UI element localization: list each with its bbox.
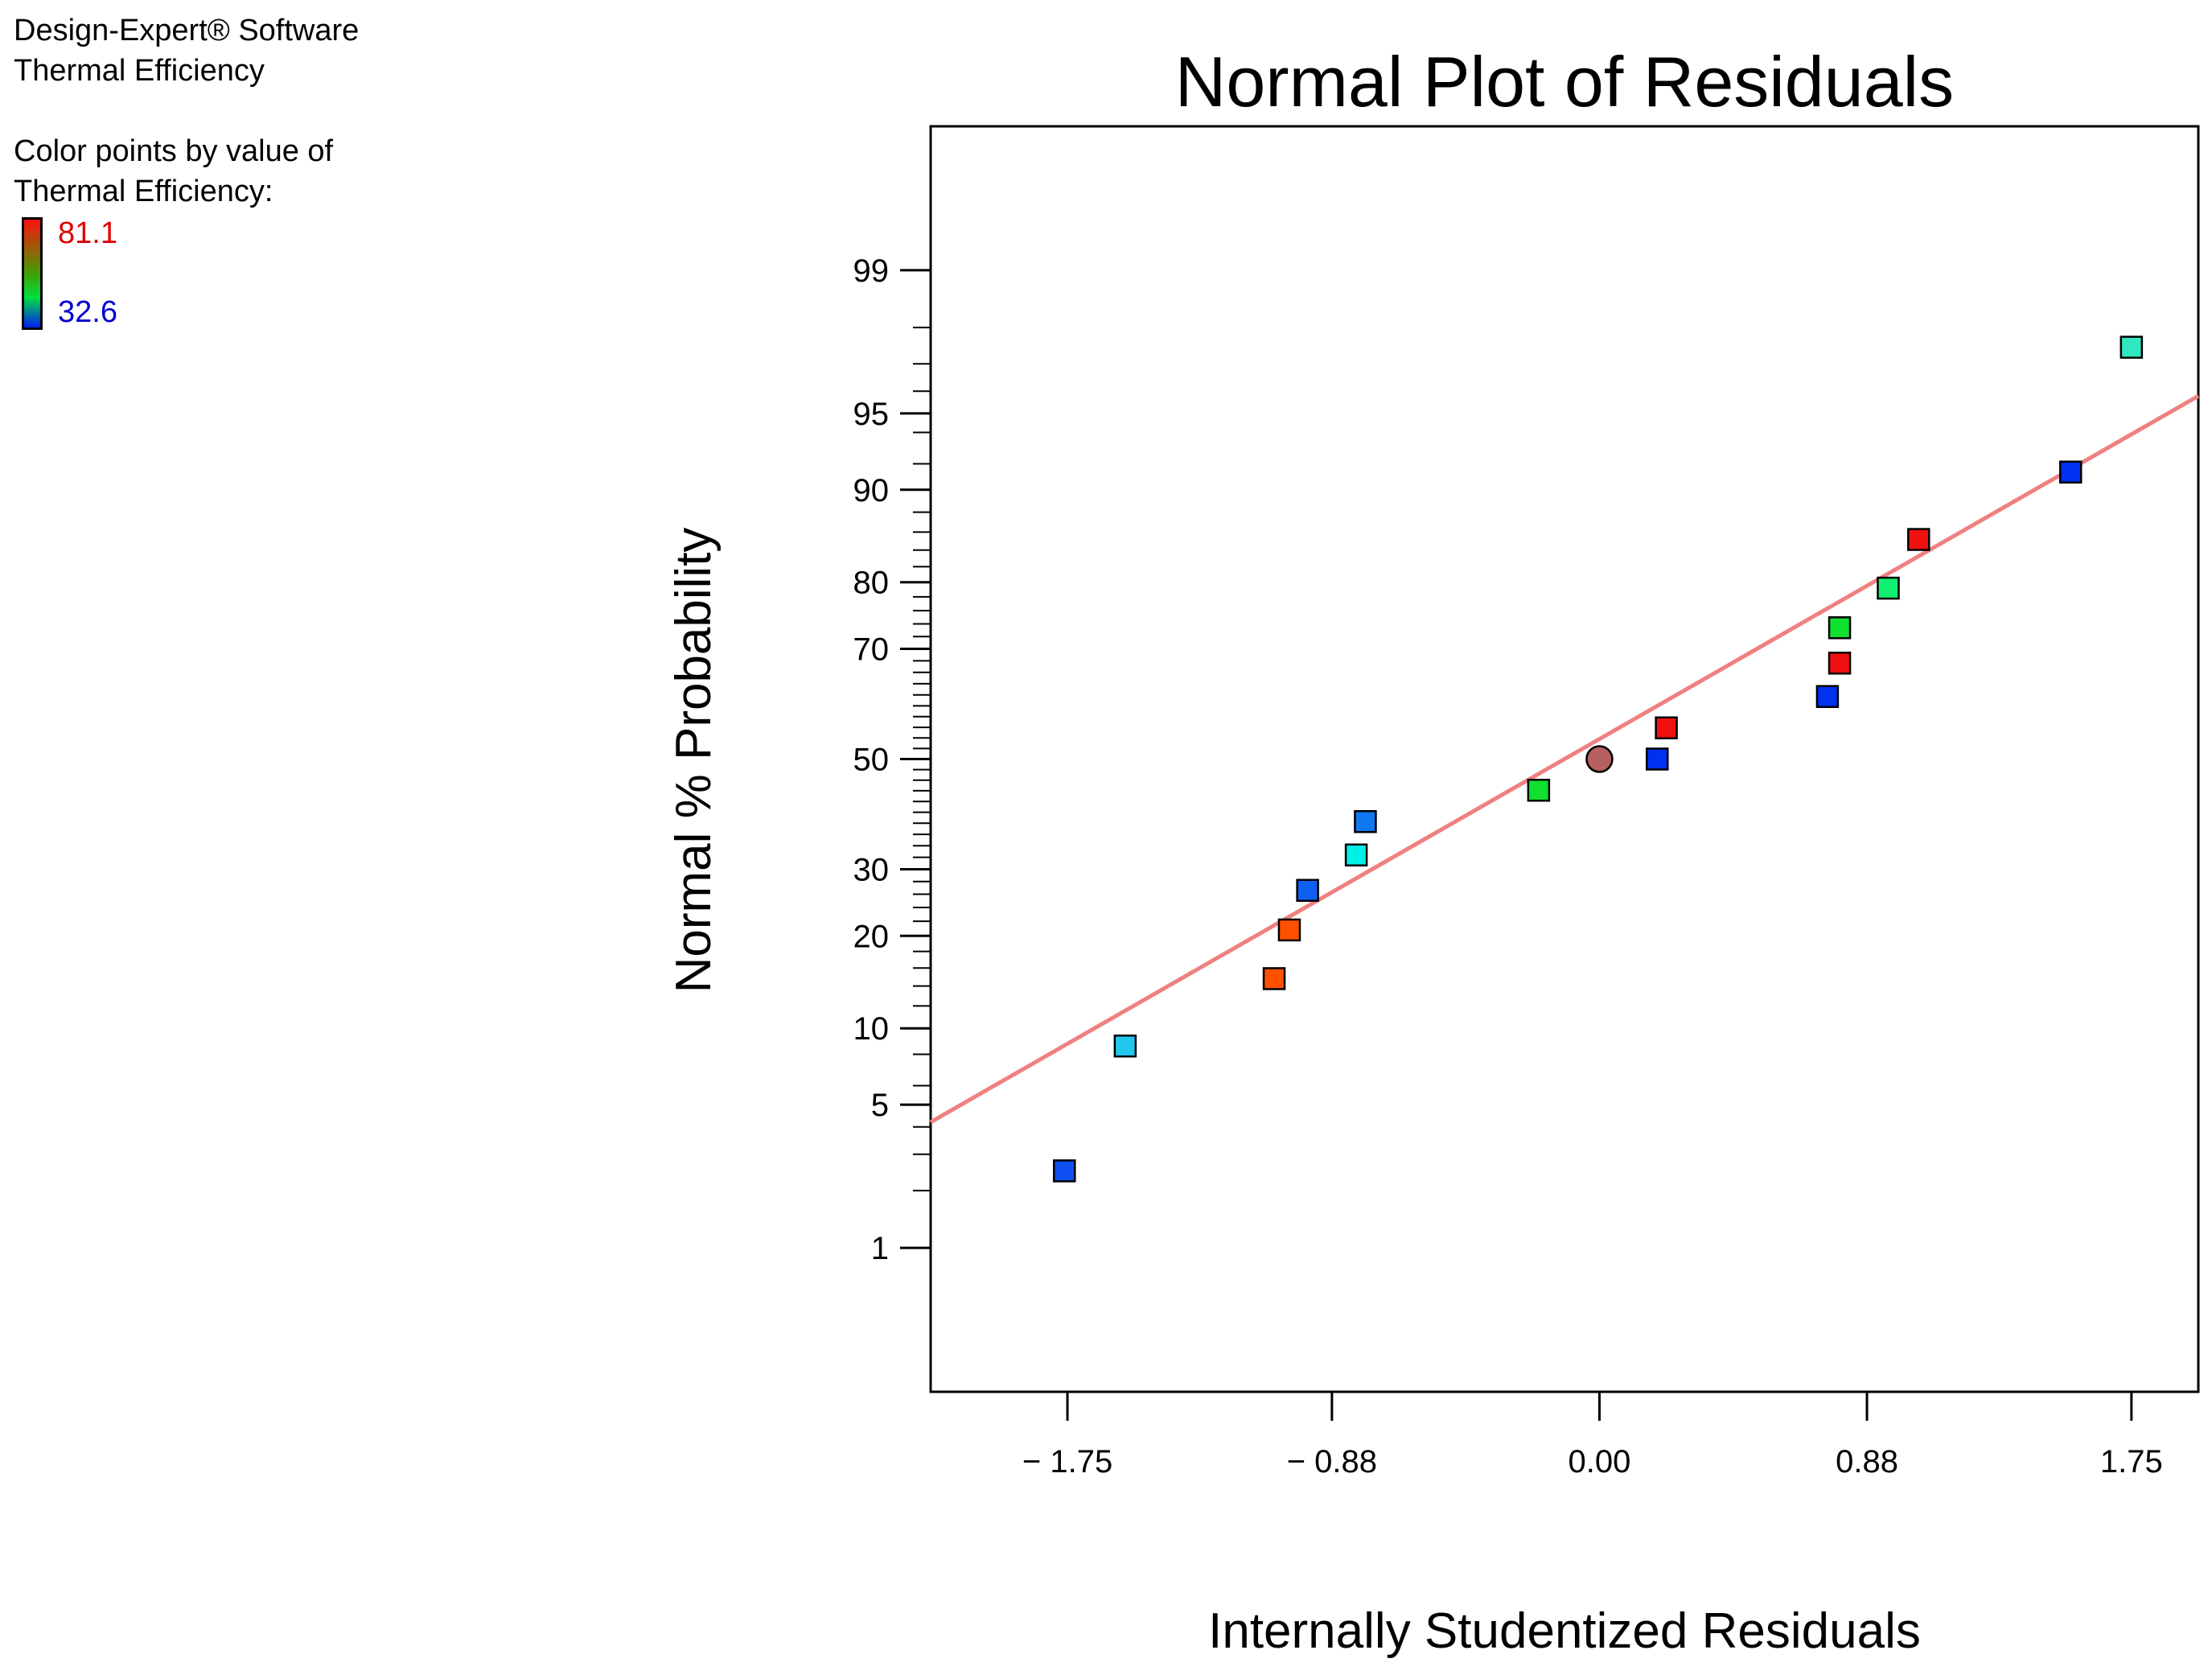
residual-point	[1527, 779, 1551, 802]
y-tick-label: 99	[853, 253, 890, 289]
color-scale-bar	[22, 217, 43, 330]
x-tick-label: 0.00	[1569, 1444, 1631, 1479]
residual-point	[2059, 460, 2082, 484]
y-tick-label: 50	[853, 743, 890, 778]
residual-point	[1646, 747, 1669, 771]
residual-point	[1877, 576, 1900, 600]
y-tick-label: 30	[853, 852, 890, 887]
x-axis: − 1.75 − 0.88 0.00 0.88 1.75	[1022, 1392, 2163, 1479]
x-tick-label: − 0.88	[1287, 1444, 1377, 1479]
x-axis-label: Internally Studentized Residuals	[1208, 1603, 1921, 1659]
y-tick-label: 20	[853, 919, 890, 954]
color-caption-line2: Thermal Efficiency:	[14, 175, 273, 208]
y-tick-label: 80	[853, 566, 890, 601]
residual-point	[1113, 1034, 1137, 1058]
response-name: Thermal Efficiency	[14, 54, 265, 88]
software-name: Design-Expert® Software	[14, 14, 360, 47]
residual-point	[1828, 616, 1852, 640]
residual-point	[1262, 967, 1286, 990]
y-tick-label: 1	[871, 1231, 889, 1266]
y-tick-label: 95	[853, 397, 890, 432]
residual-point	[1344, 843, 1368, 866]
residual-point	[1655, 716, 1678, 739]
fit-line	[929, 394, 2200, 1124]
y-tick-label: 10	[853, 1011, 890, 1047]
residual-point	[1907, 528, 1930, 551]
x-tick-label: 0.88	[1836, 1444, 1898, 1479]
y-tick-label: 70	[853, 632, 890, 668]
center-point	[1585, 745, 1614, 773]
y-tick-label: 90	[853, 473, 890, 508]
x-tick-label: 1.75	[2100, 1444, 2163, 1479]
y-axis: 1 5 10 20 30 50 70 80 90 95 99	[853, 253, 931, 1266]
color-scale-min: 32.6	[58, 295, 117, 329]
color-scale-max: 81.1	[58, 216, 117, 250]
y-minor-ticks	[913, 327, 931, 1191]
x-tick-label: − 1.75	[1022, 1444, 1112, 1479]
residual-point	[2119, 335, 2144, 359]
chart-title: Normal Plot of Residuals	[1175, 42, 1954, 121]
y-tick-label: 5	[871, 1088, 889, 1123]
residual-point	[1815, 685, 1840, 709]
residual-point	[1277, 918, 1301, 942]
y-axis-label: Normal % Probability	[666, 528, 722, 994]
residual-point	[1354, 809, 1377, 833]
residual-point	[1828, 652, 1852, 675]
residual-points	[1053, 335, 2144, 1183]
color-caption-line1: Color points by value of	[14, 134, 334, 168]
residual-point	[1053, 1159, 1076, 1183]
residual-point	[1296, 879, 1319, 902]
